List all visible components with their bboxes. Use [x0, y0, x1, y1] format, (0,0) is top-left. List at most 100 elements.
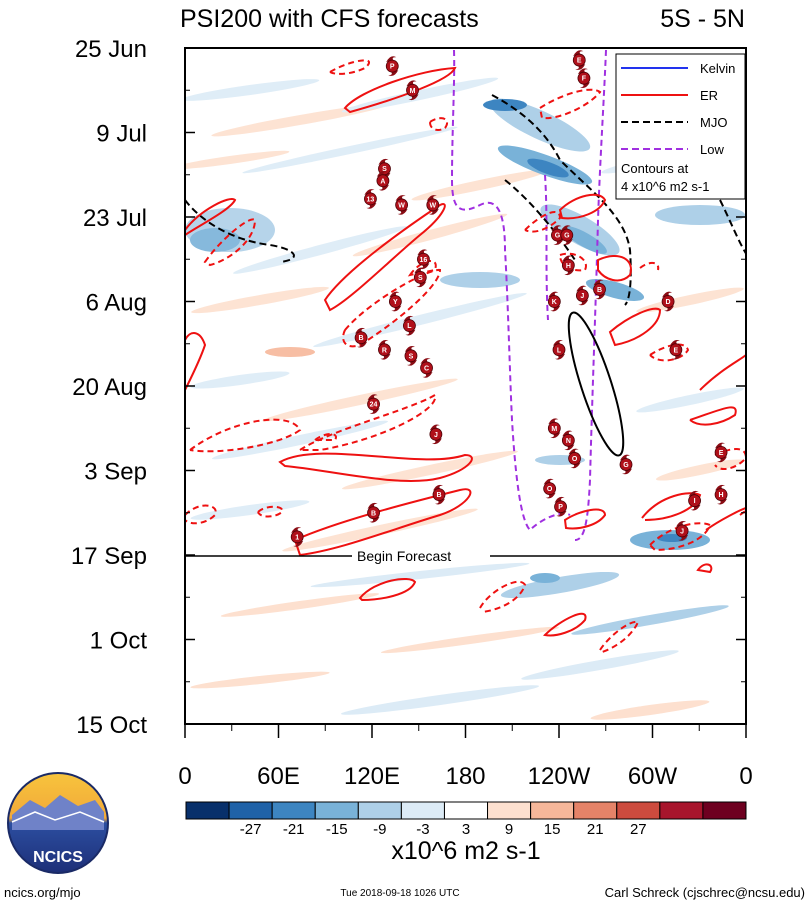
storm-dot: [426, 198, 440, 212]
storm-dot: [552, 343, 566, 357]
mjo-contour: [567, 311, 625, 457]
storm-label: W: [429, 202, 436, 209]
storm-label: B: [597, 287, 602, 294]
x-tick-label: 0: [178, 763, 191, 790]
colorbar-bin: [314, 801, 359, 820]
colorbar-bin: [271, 801, 316, 820]
storm-marker: D: [661, 291, 675, 312]
er-contour: [185, 332, 207, 391]
storm-label: G: [564, 233, 570, 240]
storm-marker: J: [575, 285, 589, 306]
er-contour: [323, 203, 446, 312]
storm-marker: O: [568, 448, 581, 469]
storm-label: K: [552, 299, 557, 306]
storm-label: R: [382, 347, 387, 354]
er-contour: [358, 578, 417, 602]
storm-label: J: [434, 432, 438, 439]
storm-label: J: [580, 293, 584, 300]
y-tick-label: 15 Oct: [76, 712, 147, 739]
storm-marker: I: [688, 490, 701, 511]
storm-dot: [388, 295, 402, 308]
storm-dot: [561, 433, 575, 447]
storm-dot: [432, 488, 446, 502]
storm-dot: [554, 500, 567, 514]
storm-label: D: [666, 299, 671, 306]
storm-marker: W: [426, 195, 440, 215]
storm-marker: M: [547, 418, 561, 439]
colorbar-bin: [185, 801, 230, 820]
legend-label: Low: [700, 142, 724, 157]
storm-label: P: [558, 504, 563, 511]
storm-dot: [619, 458, 633, 471]
er-contour: [689, 406, 737, 426]
storm-marker: 13: [364, 189, 377, 209]
colorbar-bin: [573, 801, 618, 820]
colorbar-bin: [357, 801, 402, 820]
storm-marker: O: [543, 478, 557, 499]
colorbar-level: -27: [240, 821, 262, 838]
storm-label: S: [418, 275, 423, 282]
colorbar-bin: [487, 801, 532, 820]
colorbar-bin: [443, 801, 489, 820]
storm-label: G: [555, 233, 561, 240]
er-dashed-contour: [203, 218, 257, 267]
storm-marker: E: [714, 442, 728, 463]
footer-url[interactable]: ncics.org/mjo: [4, 885, 81, 900]
forecast-label: Begin Forecast: [357, 548, 451, 564]
storm-dot: [378, 343, 391, 357]
storm-dot: [402, 319, 416, 333]
storm-marker: B: [432, 484, 446, 505]
colorbar-level: -3: [416, 821, 429, 838]
storm-dot: [547, 421, 561, 435]
storm-dot: [354, 331, 368, 345]
er-contour: [641, 492, 702, 521]
storm-label: L: [557, 347, 562, 354]
storm-marker: S: [404, 346, 418, 366]
storm-dot: [417, 252, 430, 266]
storm-label: M: [551, 426, 557, 433]
er-contour: [563, 508, 607, 530]
er-dashed-contour: [342, 268, 442, 348]
storm-marker: S: [413, 267, 427, 288]
storm-dot: [290, 530, 304, 544]
footer-author[interactable]: Carl Schreck (cjschrec@ncsu.edu): [605, 885, 805, 900]
storm-label: G: [623, 462, 629, 469]
storm-marker: A: [376, 170, 390, 191]
colorbar-bin: [616, 801, 661, 820]
storm-marker: R: [378, 339, 391, 360]
storm-label: I: [694, 498, 696, 505]
er-contour: [343, 66, 457, 114]
storm-marker: P: [554, 496, 567, 517]
x-tick-label: 60E: [257, 763, 300, 790]
storm-label: B: [371, 510, 376, 517]
footer-timestamp: Tue 2018-09-18 1026 UTC: [340, 888, 459, 899]
storm-label: W: [398, 202, 405, 209]
storm-dot: [568, 452, 581, 465]
storm-dot: [413, 270, 427, 284]
storm-label: E: [719, 450, 724, 457]
storm-dot: [367, 506, 380, 520]
storm-marker: B: [593, 279, 606, 300]
storm-marker: H: [561, 255, 575, 276]
storm-label: H: [719, 492, 724, 499]
er-dashed-contour: [407, 260, 437, 277]
storm-label: 16: [420, 257, 428, 264]
y-tick-label: 9 Jul: [96, 121, 147, 148]
storm-label: O: [547, 486, 553, 493]
colorbar-level: 27: [630, 821, 647, 838]
mjo-contour: [185, 199, 295, 263]
colorbar-level: 15: [544, 821, 561, 838]
storm-label: L: [407, 323, 412, 330]
er-dashed-contour: [524, 211, 562, 233]
storm-label: M: [410, 88, 416, 95]
x-tick-label: 180: [445, 763, 485, 790]
legend-label: ER: [700, 88, 718, 103]
y-tick-label: 6 Aug: [86, 290, 147, 317]
storm-dot: [561, 258, 575, 272]
storm-dot: [385, 59, 399, 73]
storm-marker: 24: [367, 394, 380, 414]
y-tick-label: 3 Sep: [84, 459, 147, 486]
colorbar-bin: [530, 801, 575, 820]
